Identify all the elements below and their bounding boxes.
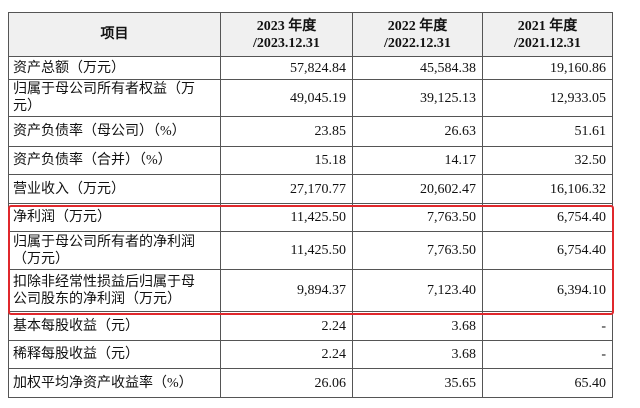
row-label: 营业收入（万元）: [8, 174, 221, 204]
table-row: 资产负债率（母公司）（%） 23.85 26.63 51.61: [8, 116, 613, 147]
label-text: 扣除非经常性损益后归属于母: [13, 274, 195, 290]
label-text: 归属于母公司所有者权益（万: [13, 82, 195, 97]
value-cell: 51.61: [482, 116, 613, 147]
header-cell: 2023 年度/2023.12.31: [220, 12, 353, 57]
value-cell: 11,425.50: [220, 231, 353, 270]
table-row: 稀释每股收益（元） 2.24 3.68-: [8, 340, 613, 369]
header-cell: 2022 年度/2022.12.31: [352, 12, 483, 57]
label-text: 资产负债率（合并）（%）: [13, 153, 172, 168]
table-row: 归属于母公司所有者权益（万 元） 49,045.19 39,125.13 12,933.…: [8, 79, 613, 117]
value-cell: 6,394.10: [482, 269, 613, 312]
value-cell: 20,602.47: [352, 174, 483, 204]
header-text: 2022 年度: [387, 18, 448, 34]
table-row: 扣除非经常性损益后归属于母 公司股东的净利润（万元） 9,894.37 7,123.4…: [8, 269, 613, 312]
label-text: 资产负债率（母公司）（%）: [13, 124, 186, 139]
value-cell: 49,045.19: [220, 79, 353, 117]
label-text: 稀释每股收益（元）: [13, 347, 139, 362]
row-label: 扣除非经常性损益后归属于母 公司股东的净利润（万元）: [8, 269, 221, 312]
value-cell: 9,894.37: [220, 269, 353, 312]
value-cell: 15.18: [220, 146, 353, 175]
value-cell: 12,933.05: [482, 79, 613, 117]
table-body: 资产总额（万元） 57,824.84 45,584.38 19,160.86 归属于母公…: [8, 56, 613, 398]
value-cell: 3.68: [352, 340, 483, 369]
table-row: 营业收入（万元） 27,170.77 20,602.47 16,106.32: [8, 174, 613, 204]
value-cell: 7,763.50: [352, 203, 483, 232]
value-cell: 2.24: [220, 311, 353, 341]
value-cell: 11,425.50: [220, 203, 353, 232]
header-text: /2023.12.31: [253, 35, 320, 51]
header-text: 2021 年度: [517, 18, 578, 34]
value-cell: 7,763.50: [352, 231, 483, 270]
row-label: 归属于母公司所有者权益（万 元）: [8, 79, 221, 117]
value-cell: -: [482, 311, 613, 341]
value-cell: 2.24: [220, 340, 353, 369]
table-row: 净利润（万元） 11,425.50 7,763.50 6,754.40: [8, 203, 613, 232]
value-cell: 65.40: [482, 368, 613, 398]
table-row: 归属于母公司所有者的净利润 （万元） 11,425.50 7,763.50 6,754.…: [8, 231, 613, 270]
label-text: （万元）: [13, 251, 69, 267]
header-text: 项目: [100, 27, 129, 42]
header-cell: 2021 年度/2021.12.31: [482, 12, 613, 57]
label-text: 加权平均净资产收益率（%）: [13, 375, 193, 391]
row-label: 资产负债率（合并）（%）: [8, 146, 221, 175]
value-cell: 26.06: [220, 368, 353, 398]
label-text: 公司股东的净利润（万元）: [13, 291, 181, 307]
table-row: 资产总额（万元） 57,824.84 45,584.38 19,160.86: [8, 56, 613, 80]
value-cell: 16,106.32: [482, 174, 613, 204]
header-cell: 项目: [8, 12, 221, 57]
financial-table: 项目 2023 年度/2023.12.31 2022 年度/2022.12.31 20…: [8, 12, 613, 398]
label-text: 基本每股收益（元）: [13, 318, 139, 334]
value-cell: -: [482, 340, 613, 369]
row-label: 资产负债率（母公司）（%）: [8, 116, 221, 147]
row-label: 净利润（万元）: [8, 203, 221, 232]
value-cell: 39,125.13: [352, 79, 483, 117]
table-row: 加权平均净资产收益率（%） 26.06 35.65 65.40: [8, 368, 613, 398]
value-cell: 3.68: [352, 311, 483, 341]
value-cell: 7,123.40: [352, 269, 483, 312]
table-row: 基本每股收益（元） 2.24 3.68-: [8, 311, 613, 341]
value-cell: 57,824.84: [220, 56, 353, 80]
value-cell: 45,584.38: [352, 56, 483, 80]
value-cell: 23.85: [220, 116, 353, 147]
label-text: 元）: [13, 99, 41, 114]
header-row: 项目 2023 年度/2023.12.31 2022 年度/2022.12.31 20…: [8, 12, 613, 57]
header-text: /2021.12.31: [514, 35, 581, 51]
row-label: 资产总额（万元）: [8, 56, 221, 80]
header-text: /2022.12.31: [384, 35, 451, 51]
row-label: 稀释每股收益（元）: [8, 340, 221, 369]
row-label: 加权平均净资产收益率（%）: [8, 368, 221, 398]
value-cell: 35.65: [352, 368, 483, 398]
row-label: 归属于母公司所有者的净利润 （万元）: [8, 231, 221, 270]
value-cell: 14.17: [352, 146, 483, 175]
value-cell: 32.50: [482, 146, 613, 175]
table-row: 资产负债率（合并）（%） 15.18 14.17 32.50: [8, 146, 613, 175]
label-text: 归属于母公司所有者的净利润: [13, 234, 195, 250]
value-cell: 6,754.40: [482, 203, 613, 232]
label-text: 资产总额（万元）: [13, 60, 125, 76]
value-cell: 6,754.40: [482, 231, 613, 270]
value-cell: 19,160.86: [482, 56, 613, 80]
row-label: 基本每股收益（元）: [8, 311, 221, 341]
value-cell: 27,170.77: [220, 174, 353, 204]
label-text: 营业收入（万元）: [13, 181, 125, 197]
label-text: 净利润（万元）: [13, 210, 111, 225]
value-cell: 26.63: [352, 116, 483, 147]
header-text: 2023 年度: [256, 18, 317, 34]
